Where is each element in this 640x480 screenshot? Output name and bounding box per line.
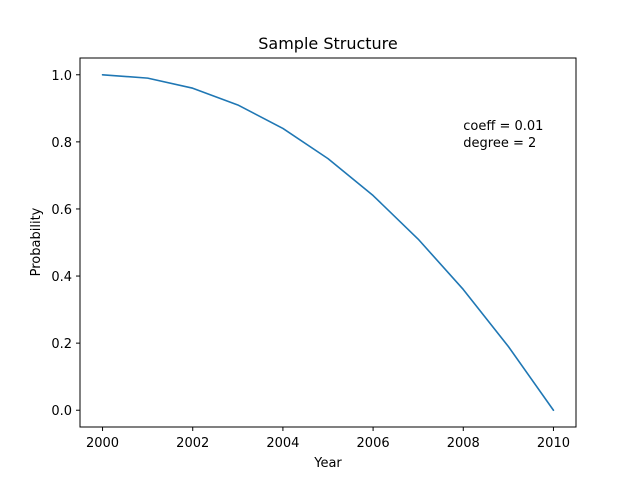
y-tick-label: 0.6 — [51, 203, 72, 218]
series-layer — [101, 73, 555, 412]
y-tick-label: 0.4 — [51, 270, 72, 285]
x-tick-label: 2006 — [357, 436, 390, 451]
x-tick-label: 2000 — [86, 436, 119, 451]
x-axis-label: Year — [313, 456, 342, 471]
y-tick-label: 0.8 — [51, 136, 72, 151]
annotation-text: coeff = 0.01 — [463, 119, 543, 134]
y-tick-label: 0.2 — [51, 337, 72, 352]
y-tick-label: 0.0 — [51, 404, 72, 419]
y-tick-label: 1.0 — [51, 69, 72, 84]
x-tick-label: 2004 — [266, 436, 299, 451]
annotation-layer: coeff = 0.01 degree = 2 — [463, 119, 543, 151]
plot-area-frame — [79, 57, 577, 428]
series-line-0 — [101, 73, 555, 412]
x-axis-ticks: 2000 2002 2004 2006 2008 2010 — [86, 427, 570, 451]
y-axis-label: Probability — [29, 207, 44, 276]
x-tick-label: 2008 — [447, 436, 480, 451]
y-axis-ticks: 0.0 0.2 0.4 0.6 0.8 1.0 — [51, 69, 80, 419]
chart-title: Sample Structure — [258, 34, 398, 53]
x-tick-label: 2010 — [537, 436, 570, 451]
x-tick-label: 2002 — [176, 436, 209, 451]
annotation-text: degree = 2 — [463, 136, 536, 151]
